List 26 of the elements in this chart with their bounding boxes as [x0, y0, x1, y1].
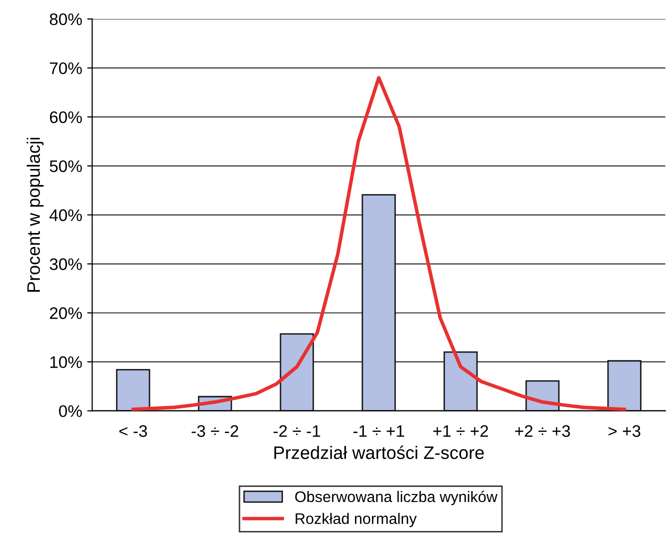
legend-label: Obserwowana liczba wyników	[295, 490, 498, 506]
y-tick-label: 40%	[49, 209, 82, 222]
x-tick-label: -2 ÷ -1	[274, 425, 320, 437]
y-tick-label: 80%	[50, 13, 82, 26]
x-tick-label: > +3	[608, 425, 640, 437]
bar	[280, 333, 314, 411]
x-tick-label: +2 ÷ +3	[515, 425, 570, 437]
x-tick-label: -3 ÷ -2	[192, 425, 238, 437]
x-tick-label: -1 ÷ +1	[353, 425, 404, 437]
y-tick-label: 10%	[50, 356, 82, 368]
x-axis-title: Przedział wartości Z-score	[274, 446, 484, 460]
legend-label: Rozkład normalny	[296, 512, 417, 528]
line-series	[131, 76, 626, 411]
y-tick-label: 0%	[59, 405, 82, 418]
bar	[607, 360, 642, 411]
bar	[444, 351, 478, 411]
y-axis-title: Procent w populacji	[26, 138, 44, 292]
bar	[362, 194, 396, 411]
x-tick-label: < -3	[119, 425, 147, 437]
x-tick-label: +1 ÷ +2	[433, 425, 488, 437]
y-tick-label: 20%	[50, 307, 82, 320]
y-tick-label: 70%	[50, 62, 82, 74]
y-tick-label: 60%	[50, 111, 82, 124]
y-tick-label: 50%	[50, 160, 82, 172]
bar	[116, 368, 150, 411]
y-tick-label: 30%	[50, 258, 82, 270]
